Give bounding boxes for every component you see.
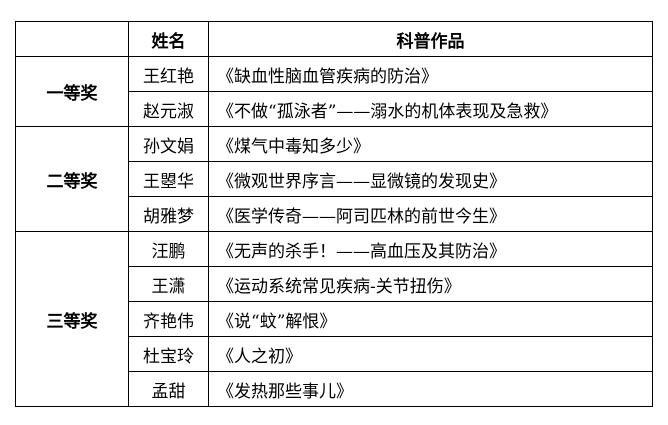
name-cell: 王潇 [128, 266, 209, 302]
award-second: 二等奖 [15, 126, 129, 232]
table-row: 齐艳伟 《说“蚊”解恨》 [16, 301, 653, 337]
name-cell: 齐艳伟 [128, 301, 209, 337]
work-cell: 《人之初》 [208, 336, 653, 372]
awards-table: 姓名 科普作品 一等奖 王红艳 《缺血性脑血管疾病的防治》 赵元淑 《不做“孤泳… [15, 21, 653, 407]
table-row: 三等奖 汪鹏 《无声的杀手！——高血压及其防治》 [15, 231, 653, 407]
table-row: 赵元淑 《不做“孤泳者”——溺水的机体表现及急救》 [16, 91, 653, 127]
table-row: 一等奖 王红艳 《缺血性脑血管疾病的防治》 [15, 56, 653, 127]
work-cell: 《医学传奇——阿司匹林的前世今生》 [208, 196, 653, 232]
name-cell: 王红艳 [128, 56, 209, 92]
table-row: 王曌华 《微观世界序言——显微镜的发现史》 [16, 161, 653, 197]
work-cell: 《无声的杀手！——高血压及其防治》 [208, 231, 653, 267]
header-award [15, 21, 129, 57]
name-cell: 胡雅梦 [128, 196, 209, 232]
work-cell: 《缺血性脑血管疾病的防治》 [208, 56, 653, 92]
table-row: 杜宝玲 《人之初》 [16, 336, 653, 372]
name-cell: 孙文娟 [128, 126, 209, 162]
table-row: 王潇 《运动系统常见疾病-关节扭伤》 [16, 266, 653, 302]
award-first: 一等奖 [15, 56, 129, 127]
name-cell: 赵元淑 [128, 91, 209, 127]
work-cell: 《运动系统常见疾病-关节扭伤》 [208, 266, 653, 302]
header-row: 姓名 科普作品 [15, 21, 653, 57]
name-cell: 汪鹏 [128, 231, 209, 267]
work-cell: 《发热那些事儿》 [208, 371, 653, 407]
table-row: 二等奖 孙文娟 《煤气中毒知多少》 [15, 126, 653, 232]
table-row: 胡雅梦 《医学传奇——阿司匹林的前世今生》 [16, 196, 653, 232]
work-cell: 《说“蚊”解恨》 [208, 301, 653, 337]
header-work: 科普作品 [208, 21, 653, 57]
table-row: 孟甜 《发热那些事儿》 [16, 371, 653, 407]
award-third: 三等奖 [15, 231, 129, 407]
work-cell: 《不做“孤泳者”——溺水的机体表现及急救》 [208, 91, 653, 127]
work-cell: 《微观世界序言——显微镜的发现史》 [208, 161, 653, 197]
work-cell: 《煤气中毒知多少》 [208, 126, 653, 162]
name-cell: 杜宝玲 [128, 336, 209, 372]
header-name: 姓名 [128, 21, 209, 57]
name-cell: 王曌华 [128, 161, 209, 197]
name-cell: 孟甜 [128, 371, 209, 407]
